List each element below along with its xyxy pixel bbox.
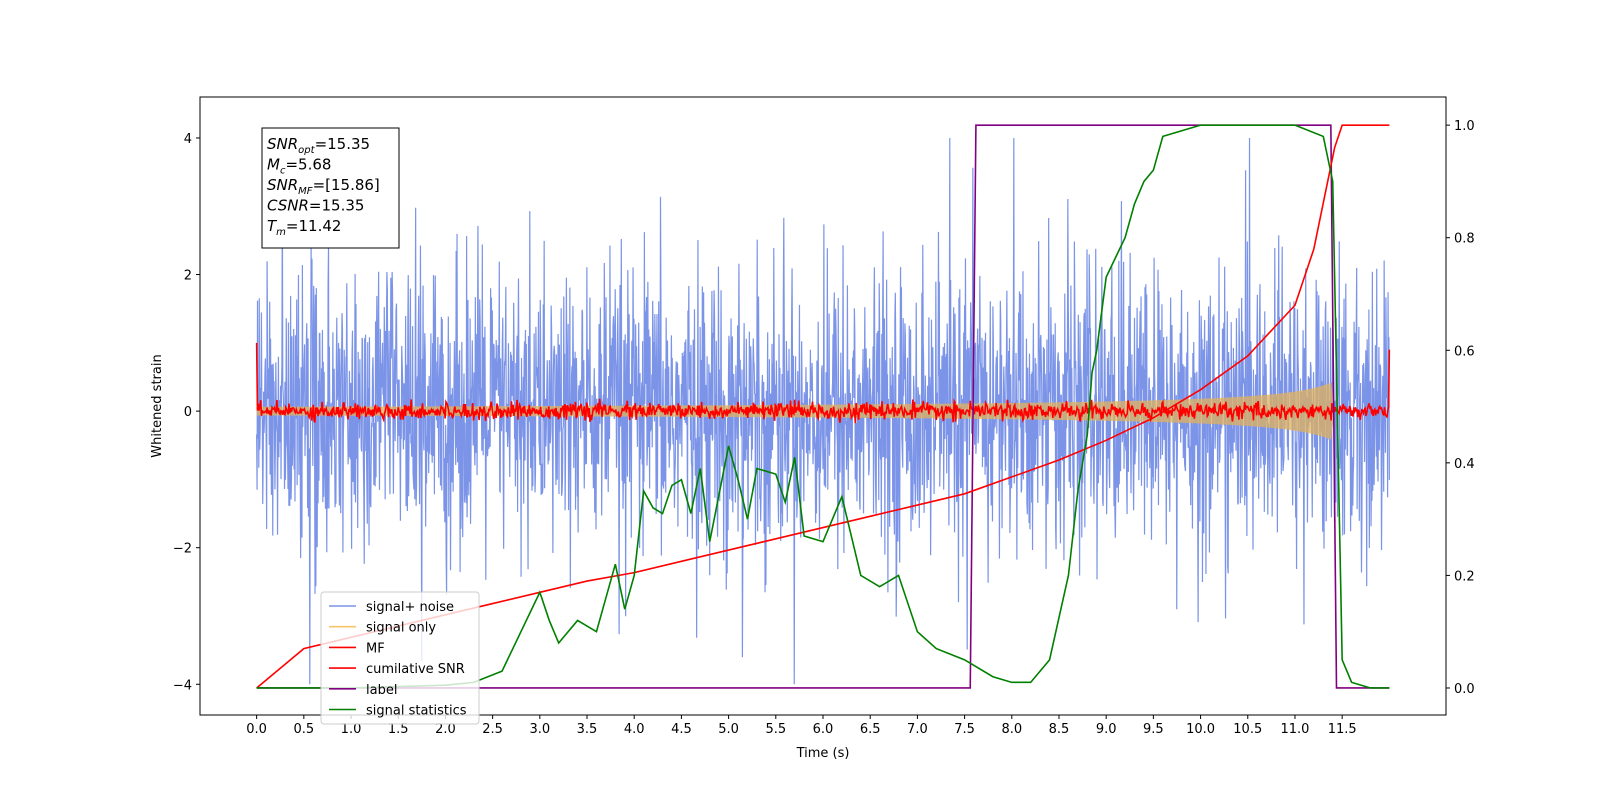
x-tick-label: 2.5: [482, 722, 503, 737]
x-tick-label: 7.0: [907, 722, 928, 737]
x-tick-label: 2.0: [435, 722, 456, 737]
legend-frame: [320, 591, 480, 725]
info-line: CSNR=15.35: [267, 197, 364, 215]
x-tick-label: 10.5: [1233, 722, 1262, 737]
y-tick-label: 4: [184, 132, 192, 147]
y2-tick-label: 0.0: [1454, 682, 1475, 697]
x-tick-label: 7.5: [954, 722, 975, 737]
legend-label: signal only: [366, 621, 436, 636]
x-tick-label: 0.0: [246, 722, 267, 737]
y2-tick-label: 1.0: [1454, 119, 1475, 134]
y-tick-label: 2: [184, 269, 192, 284]
series-label: [256, 124, 1390, 689]
legend-label: signal statistics: [366, 704, 467, 719]
x-tick-label: 9.0: [1096, 722, 1117, 737]
series-signal-statistics: [256, 124, 1390, 689]
legend-label: cumilative SNR: [366, 662, 465, 677]
x-tick-label: 9.5: [1143, 722, 1164, 737]
y-tick-label: −2: [173, 542, 192, 557]
y2-tick-label: 0.6: [1454, 344, 1475, 359]
x-tick-label: 0.5: [293, 722, 314, 737]
x-tick-label: 1.5: [388, 722, 409, 737]
y2-tick-label: 0.4: [1454, 457, 1475, 472]
y-tick-label: −4: [173, 678, 192, 693]
x-tick-label: 4.5: [671, 722, 692, 737]
y2-tick-label: 0.8: [1454, 232, 1475, 247]
series-signal-noise: [256, 137, 1390, 685]
legend-label: signal+ noise: [366, 600, 454, 615]
series-mf: [255, 342, 1391, 424]
x-tick-label: 8.5: [1049, 722, 1070, 737]
legend: signal+ noise signal only MF cumilative SNR…: [320, 591, 480, 725]
x-tick-label: 3.0: [529, 722, 550, 737]
x-tick-label: 6.0: [813, 722, 834, 737]
x-tick-label: 10.0: [1186, 722, 1215, 737]
info-line: Tm=11.42: [267, 217, 341, 238]
info-box: SNRopt=15.35Mc=5.68SNRMF=[15.86]CSNR=15.…: [261, 127, 400, 249]
x-tick-label: 5.5: [765, 722, 786, 737]
axis-ticks: 0.0 0.5 1.0 1.5 2.0 2.5 3.0 3.5 4.0 4.5 5.0 5.5 6.0 6…: [173, 119, 1475, 737]
info-line: SNRopt=15.35: [267, 135, 370, 156]
x-tick-label: 6.5: [860, 722, 881, 737]
x-tick-label: 3.5: [577, 722, 598, 737]
x-axis-label: Time (s): [796, 746, 850, 761]
info-box-frame: [261, 127, 400, 249]
info-line: SNRMF=[15.86]: [267, 176, 380, 197]
legend-label: MF: [366, 641, 385, 656]
x-tick-label: 1.0: [341, 722, 362, 737]
x-tick-label: 8.0: [1001, 722, 1022, 737]
legend-label: label: [366, 683, 397, 698]
info-line: Mc=5.68: [267, 156, 331, 177]
x-tick-label: 11.5: [1328, 722, 1357, 737]
y-axis-label: Whitened strain: [150, 354, 165, 457]
plot-area: [255, 124, 1391, 689]
y2-tick-label: 0.2: [1454, 569, 1475, 584]
x-tick-label: 4.0: [624, 722, 645, 737]
x-tick-label: 5.0: [718, 722, 739, 737]
x-tick-label: 11.0: [1280, 722, 1309, 737]
y-tick-label: 0: [184, 405, 192, 420]
